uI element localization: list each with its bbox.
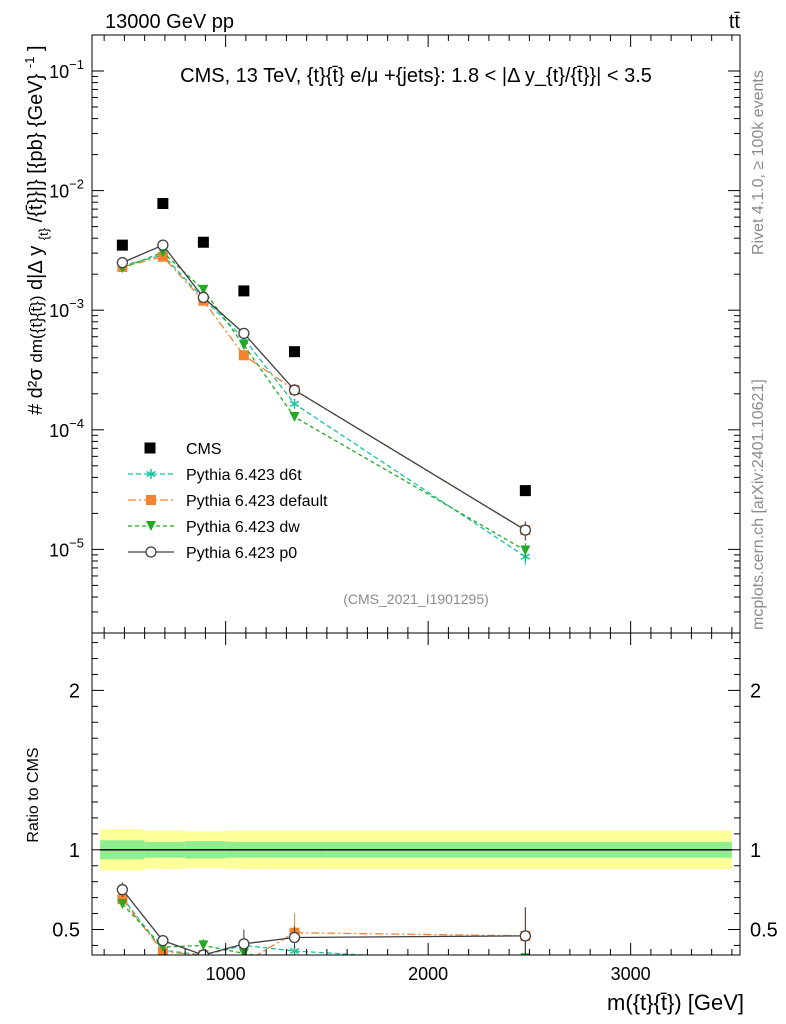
series-point-pythia-6-423-p0: [197, 291, 210, 304]
ratio-line-pythia-6-423-p0: [121, 889, 526, 955]
series-line-pythia-6-423-p0: [122, 244, 526, 531]
series-line-pythia-6-423-default: [122, 255, 526, 531]
legend-label-pythia-6-423-default: Pythia 6.423 default: [186, 493, 328, 510]
series-point-pythia-6-423-p0: [238, 327, 250, 340]
ratio-panel: 1000 2000 3000 0.5 0.5 1 1 2 2 Ratio to CMS: [25, 632, 778, 984]
y-label-d2s: d²σ: [25, 368, 47, 399]
y-tick-label-exponent: −2: [69, 177, 84, 192]
series-line-pythia-6-423-d6t: [122, 254, 526, 558]
legend-marker-cms: [144, 442, 156, 454]
legend-marker-pythia-6-423-dw: [146, 521, 156, 531]
x-tick-label: 2000: [408, 964, 448, 984]
cms-data-point: [238, 285, 250, 297]
cms-data-point: [116, 239, 128, 251]
ratio-y-tick-label-right: 2: [750, 680, 761, 702]
legend: CMS Pythia 6.423 d6t Pythia 6.423 default P…: [128, 441, 328, 562]
y-tick-label-base: 10: [49, 301, 69, 321]
ratio-y-label: Ratio to CMS: [25, 747, 42, 842]
chart-title: CMS, 13 TeV, {t}{t̄} e/μ +{jets}: 1.8 < …: [180, 65, 652, 87]
y-label-end: ]: [25, 45, 47, 51]
y-label-sup: -1: [22, 57, 37, 69]
series-point-pythia-6-423-dw: [238, 340, 249, 351]
rivet-version-label: Rivet 4.1.0, ≥ 100k events: [750, 70, 767, 255]
y-label-prefix: #: [25, 403, 47, 415]
ratio-series-group: [116, 882, 531, 970]
ratio-line-pythia-6-423-default: [121, 898, 526, 955]
series-point-pythia-6-423-dw: [198, 284, 209, 295]
process-label: tt̄: [729, 11, 741, 33]
series-point-pythia-6-423-p0: [519, 524, 531, 536]
legend-marker-pythia-6-423-default: [146, 495, 156, 505]
series-point-pythia-6-423-d6t: [289, 398, 300, 409]
x-tick-label: 3000: [611, 964, 651, 984]
y-label-sub: {t}: [36, 227, 51, 240]
ratio-point-pythia-6-423-dw: [117, 898, 128, 909]
y-tick-label: 10−1: [49, 57, 84, 82]
y-label-tail: /{t̄}}|} [{pb} {GeV}: [25, 73, 47, 222]
main-series-group: [116, 198, 531, 566]
series-point-pythia-6-423-dw: [520, 545, 531, 556]
y-tick-label-exponent: −1: [69, 57, 84, 72]
legend-label-cms: CMS: [186, 441, 222, 458]
ratio-y-tick-label-right: 1: [750, 840, 761, 862]
x-tick-label: 1000: [206, 964, 246, 984]
y-tick-label: 10−2: [49, 177, 84, 202]
y-tick-label-base: 10: [49, 182, 69, 202]
series-point-pythia-6-423-p0: [116, 256, 129, 269]
svg-text:# d²σ dm({t}{t̄}): # d²σ dm({t}{t̄}) d|Δ y {t} /{t̄}}|} [{p…: [17, 45, 53, 415]
ratio-point-pythia-6-423-p0: [288, 931, 301, 944]
legend-label-pythia-6-423-d6t: Pythia 6.423 d6t: [186, 467, 302, 484]
energy-label: 13000 GeV pp: [105, 11, 234, 33]
ratio-y-tick-label: 2: [69, 680, 80, 702]
ratio-point-pythia-6-423-d6t: [521, 960, 530, 970]
main-panel: 10−510−410−310−210−1 CMS, 13 TeV, {t}{t̄…: [49, 34, 741, 634]
legend-label-pythia-6-423-dw: Pythia 6.423 dw: [186, 519, 300, 536]
y-tick-label-base: 10: [49, 421, 69, 441]
ratio-point-pythia-6-423-dw: [198, 940, 209, 951]
cms-data-point: [289, 346, 300, 358]
cms-data-point: [519, 485, 531, 497]
series-point-pythia-6-423-dw: [289, 411, 300, 422]
mcplots-label: mcplots.cern.ch [arXiv:2401.10621]: [750, 379, 767, 630]
series-line-pythia-6-423-dw: [122, 251, 526, 552]
ratio-point-pythia-6-423-p0: [157, 935, 169, 947]
ratio-y-tick-label: 0.5: [52, 919, 80, 941]
ratio-point-pythia-6-423-dw: [290, 956, 300, 966]
y-tick-label-exponent: −3: [69, 296, 84, 311]
ratio-y-tick-label: 1: [69, 840, 80, 862]
legend-label-pythia-6-423-p0: Pythia 6.423 p0: [186, 545, 297, 562]
legend-marker-pythia-6-423-d6t: [146, 469, 156, 479]
y-axis-label: # d²σ dm({t}{t̄}) d|Δ y {t} /{t̄}}|} [{p…: [17, 45, 53, 415]
ratio-point-pythia-6-423-p0: [519, 930, 531, 942]
y-tick-label: 10−4: [49, 416, 84, 441]
y-tick-label: 10−3: [49, 296, 84, 321]
y-tick-label-exponent: −4: [69, 416, 84, 431]
y-label-rest: d|Δ y: [25, 246, 47, 290]
legend-marker-pythia-6-423-p0: [145, 546, 157, 558]
x-axis-label: m({t}{t̄}) [GeV]: [607, 990, 744, 1015]
cms-data-point: [197, 236, 209, 248]
y-tick-label-exponent: −5: [69, 535, 84, 550]
series-point-pythia-6-423-p0: [288, 384, 301, 396]
series-point-pythia-6-423-p0: [157, 239, 169, 251]
ratio-y-tick-label-right: 0.5: [750, 919, 778, 941]
ratio-point-pythia-6-423-p0: [116, 883, 129, 896]
y-tick-label: 10−5: [49, 535, 84, 560]
cms-data-point: [157, 198, 169, 210]
analysis-label: (CMS_2021_I1901295): [343, 591, 489, 607]
main-plot-frame: [91, 34, 741, 634]
y-tick-label-base: 10: [49, 540, 69, 560]
y-label-dm: dm({t}{t̄}): [27, 296, 46, 363]
ratio-point-pythia-6-423-p0: [238, 938, 250, 950]
y-tick-label-base: 10: [49, 62, 69, 82]
ratio-plot-frame: [91, 632, 741, 956]
series-point-pythia-6-423-default: [238, 350, 249, 361]
